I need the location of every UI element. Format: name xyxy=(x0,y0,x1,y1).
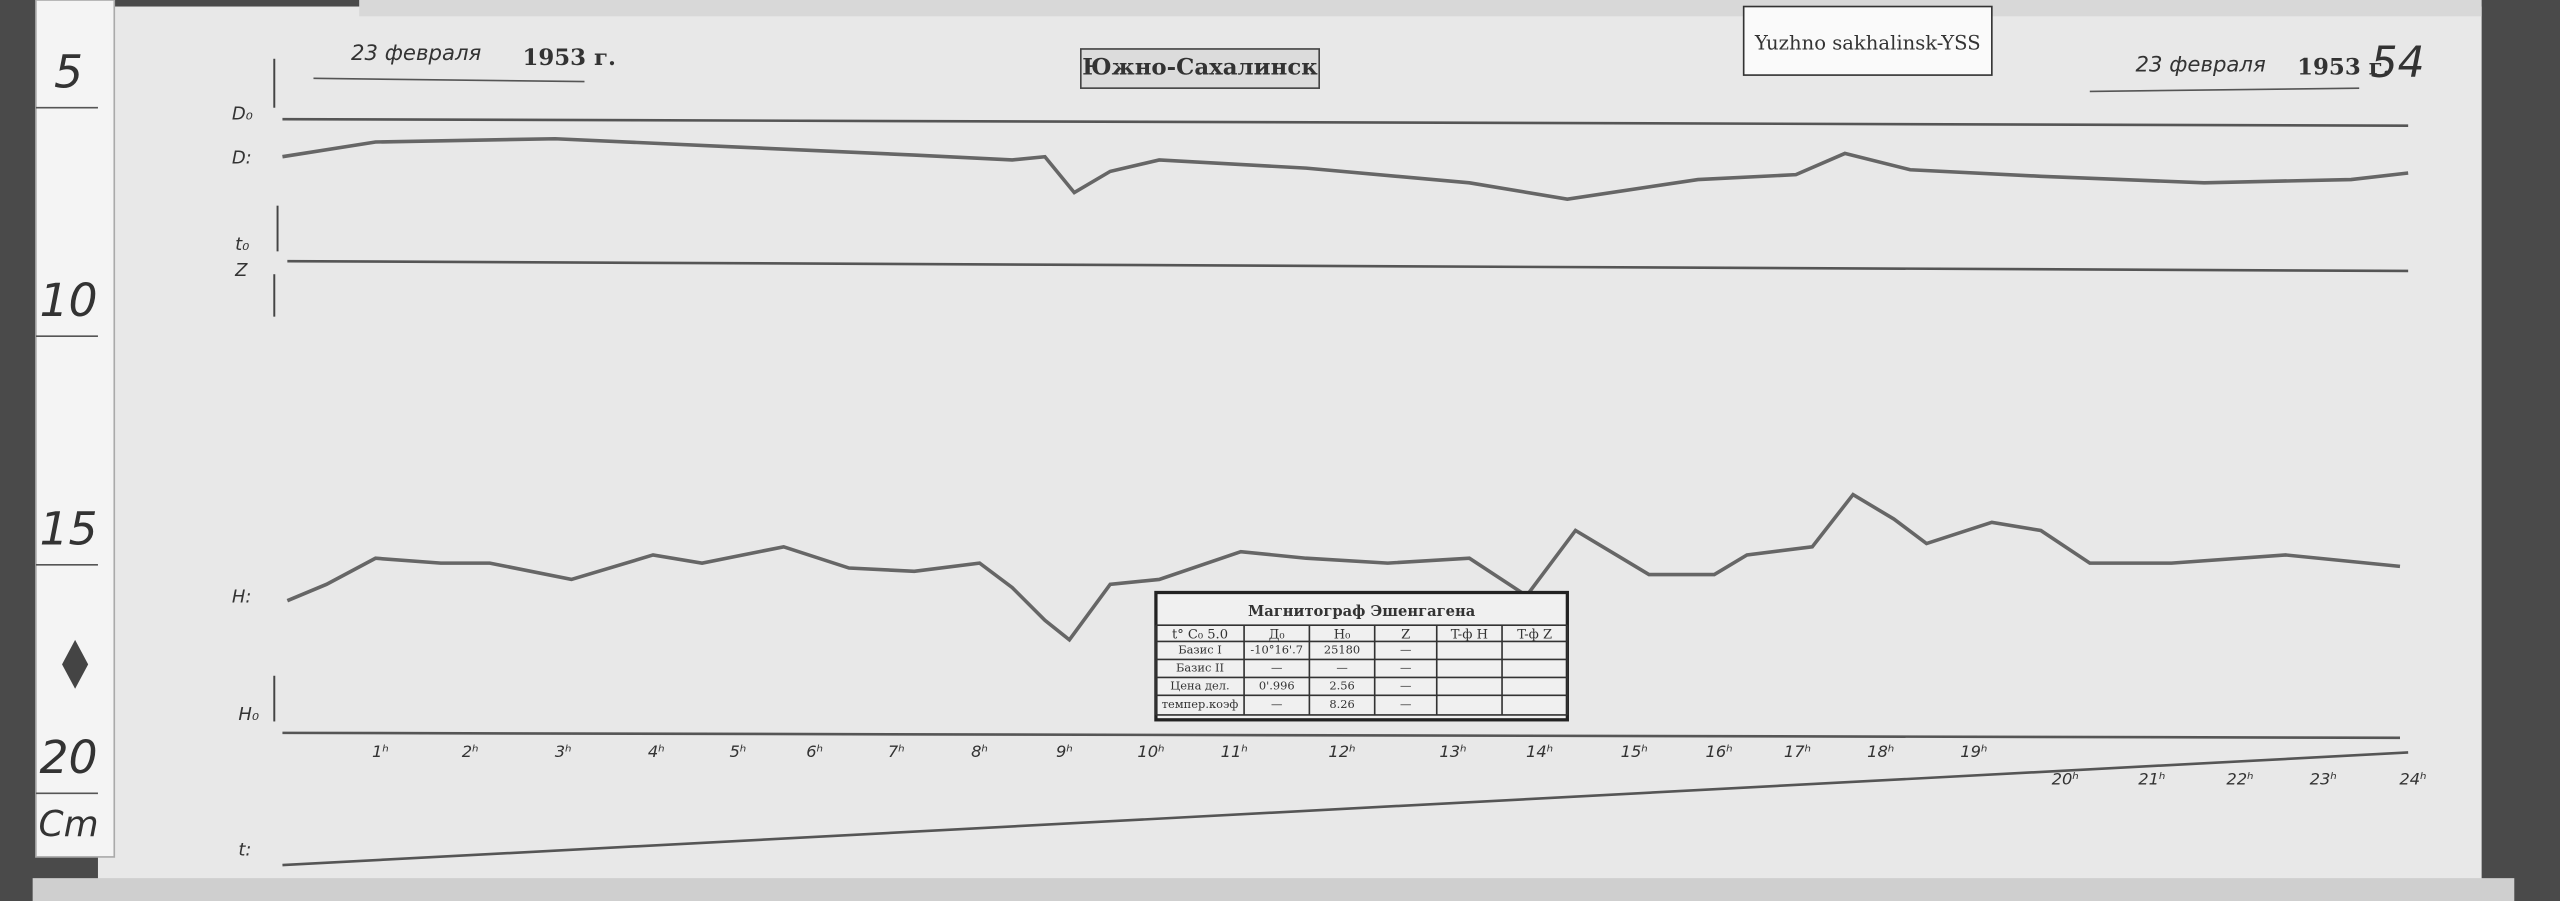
table-cell: — xyxy=(1400,642,1411,656)
trace-label: D: xyxy=(232,147,252,168)
hour-label: 21ʰ xyxy=(2138,770,2165,789)
table-cell: — xyxy=(1336,660,1347,674)
sticker-text: Yuzhno sakhalinsk-YSS xyxy=(1754,32,1981,55)
time-line xyxy=(282,751,2409,867)
date-left: 23 февраля xyxy=(351,41,481,66)
hour-label: 22ʰ xyxy=(2226,770,2253,789)
paper-edge xyxy=(359,0,2482,17)
hour-label: 13ʰ xyxy=(1439,742,1466,761)
hour-label: 15ʰ xyxy=(1621,742,1648,761)
underline xyxy=(313,77,585,83)
table-cell: — xyxy=(1400,678,1411,692)
trace-label: Z xyxy=(234,260,248,281)
hour-label: 10ʰ xyxy=(1137,742,1164,761)
ruler-mark: 10 xyxy=(39,274,97,327)
table-cell: — xyxy=(1400,697,1411,711)
ruler-unit: Cm xyxy=(39,804,99,845)
date-right: 23 февраля xyxy=(2136,52,2266,77)
ruler xyxy=(35,0,116,858)
trace-label: t: xyxy=(238,839,251,860)
table-header: t° C₀ 5.0 xyxy=(1172,627,1228,642)
hour-label: 3ʰ xyxy=(555,742,572,761)
station: Южно-Сахалинск xyxy=(1082,55,1318,81)
table-frame xyxy=(1154,590,1569,722)
hour-label: 11ʰ xyxy=(1221,742,1248,761)
station-stamp xyxy=(1080,48,1320,89)
table-cell: 2.56 xyxy=(1329,678,1354,692)
trace-label: t₀ xyxy=(235,234,249,255)
table-cell: Базис II xyxy=(1176,660,1224,674)
hour-label: 14ʰ xyxy=(1526,742,1553,761)
hour-label: 2ʰ xyxy=(462,742,479,761)
table-title: Магнитограф Эшенгагена xyxy=(1248,603,1476,620)
h-trace xyxy=(286,492,2401,643)
hour-label: 24ʰ xyxy=(2399,770,2426,789)
table-cell: — xyxy=(1400,660,1411,674)
z-baseline xyxy=(287,259,2409,273)
instrument-table: Магнитограф Эшенгагена t° C₀ 5.0 Д₀ H₀ Z T-ф… xyxy=(1154,590,1569,722)
hour-label: 9ʰ xyxy=(1056,742,1073,761)
hour-label: 23ʰ xyxy=(2310,770,2337,789)
table-cell: — xyxy=(1271,660,1282,674)
hour-label: 16ʰ xyxy=(1706,742,1733,761)
table-cell: темпер.коэф xyxy=(1162,697,1239,711)
hour-marks: 1ʰ 2ʰ 3ʰ 4ʰ 5ʰ 6ʰ 7ʰ 8ʰ 9ʰ 10ʰ 11ʰ 12ʰ 13ʰ 14ʰ 15ʰ 16ʰ 1… xyxy=(372,742,2427,789)
year-left: 1953 г. xyxy=(522,45,615,71)
hour-label: 12ʰ xyxy=(1328,742,1355,761)
trace-label: H: xyxy=(232,586,252,607)
table-header: T-ф Z xyxy=(1517,627,1552,642)
ruler-mark: 5 xyxy=(54,46,83,99)
hour-label: 4ʰ xyxy=(648,742,665,761)
ruler-mark: 15 xyxy=(39,503,97,556)
table-header: T-ф H xyxy=(1451,627,1488,642)
table-cell: Цена дел. xyxy=(1170,678,1229,692)
table-cell: Базис I xyxy=(1178,642,1222,656)
table-cell: 25180 xyxy=(1324,642,1360,656)
table-header: H₀ xyxy=(1334,627,1351,642)
table-cell: — xyxy=(1271,697,1282,711)
hour-label: 20ʰ xyxy=(2052,770,2079,789)
hour-label: 17ʰ xyxy=(1784,742,1811,761)
year-right: 1953 г. xyxy=(2297,55,2390,81)
hour-label: 1ʰ xyxy=(372,742,389,761)
d0-baseline xyxy=(282,117,2409,127)
hour-label: 7ʰ xyxy=(888,742,905,761)
table-cell: 8.26 xyxy=(1329,697,1354,711)
hour-label: 6ʰ xyxy=(806,742,823,761)
ruler-mark: 20 xyxy=(39,731,97,784)
underline xyxy=(2089,87,2360,93)
sheet-number: 54 xyxy=(2371,39,2425,88)
sticker xyxy=(1742,5,1993,76)
hour-label: 8ʰ xyxy=(971,742,988,761)
h0-baseline xyxy=(282,731,2401,740)
table-cell: -10°16'.7 xyxy=(1250,642,1303,656)
d-trace xyxy=(282,136,2409,201)
table-cell: 0'.996 xyxy=(1259,678,1295,692)
trace-label: H₀ xyxy=(238,704,259,725)
table-header: Д₀ xyxy=(1269,627,1285,642)
bottom-edge xyxy=(32,878,2515,901)
table-header: Z xyxy=(1401,627,1410,642)
hour-label: 18ʰ xyxy=(1867,742,1894,761)
arrows xyxy=(273,58,279,722)
trace-label: D₀ xyxy=(232,103,253,124)
hour-label: 19ʰ xyxy=(1960,742,1987,761)
paper xyxy=(97,6,2482,882)
hour-label: 5ʰ xyxy=(730,742,747,761)
